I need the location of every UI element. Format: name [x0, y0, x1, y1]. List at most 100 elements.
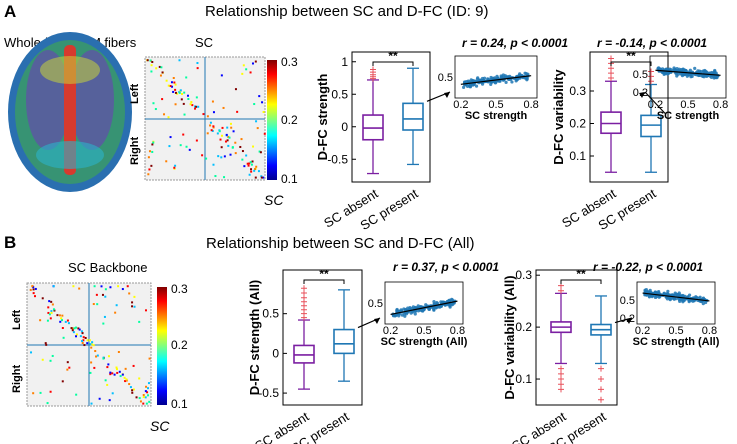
- matrix-cell: [60, 317, 63, 320]
- box-sc-present: [590, 295, 612, 403]
- matrix-cell: [255, 120, 258, 123]
- matrix-cell: [250, 163, 253, 166]
- inset-point: [400, 313, 404, 317]
- correlation-stats: r = 0.37, p < 0.0001: [393, 260, 499, 274]
- matrix-cell: [229, 153, 232, 156]
- matrix-cell: [61, 380, 64, 383]
- matrix-cell: [236, 110, 239, 113]
- matrix-cell: [183, 113, 186, 116]
- matrix-cell: [253, 169, 256, 172]
- matrix-cell: [142, 394, 145, 397]
- inset-point: [679, 72, 683, 76]
- inset-point: [674, 292, 678, 296]
- matrix-cell: [144, 396, 147, 399]
- plot-frame: [282, 269, 363, 406]
- matrix-cell: [169, 136, 172, 139]
- matrix-cell: [242, 64, 245, 67]
- matrix-cell: [179, 144, 182, 147]
- matrix-cell: [210, 129, 213, 132]
- matrix-cell: [75, 326, 78, 329]
- inset-frame: [636, 281, 716, 325]
- significance-stars: **: [576, 267, 586, 281]
- matrix-cell: [181, 92, 184, 95]
- matrix-cell: [83, 344, 86, 347]
- matrix-cell: [234, 88, 237, 91]
- y-axis-label: D-FC strength (All): [247, 280, 262, 396]
- matrix-cell: [34, 287, 37, 290]
- matrix-cell: [218, 130, 221, 133]
- matrix-cell: [186, 94, 189, 97]
- matrix-cell: [89, 371, 92, 374]
- matrix-cell: [224, 140, 227, 143]
- matrix-cell: [245, 154, 248, 157]
- matrix-cell: [221, 126, 224, 129]
- matrix-cell: [178, 59, 181, 62]
- matrix-cell: [151, 61, 154, 64]
- matrix-b-right-label: Right: [11, 365, 23, 393]
- plot-frame: [535, 269, 618, 406]
- matrix-cell: [111, 392, 114, 395]
- matrix-cell: [254, 60, 257, 63]
- matrix-cell: [90, 402, 93, 405]
- significance-stars: **: [388, 49, 398, 63]
- matrix-cell: [259, 151, 262, 154]
- matrix-cell: [229, 122, 232, 125]
- matrix-cell: [247, 164, 250, 167]
- matrix-cell: [191, 104, 194, 107]
- inset-point: [432, 299, 436, 304]
- matrix-cell: [202, 113, 205, 116]
- matrix-cell: [209, 124, 212, 127]
- matrix-cell: [71, 329, 74, 332]
- matrix-cell: [223, 176, 226, 179]
- matrix-cell: [39, 391, 42, 394]
- matrix-a-cells: [146, 59, 266, 179]
- matrix-cell: [92, 344, 95, 347]
- inset-point: [420, 309, 424, 313]
- matrix-cell: [132, 388, 135, 391]
- matrix-cell: [92, 303, 95, 306]
- matrix-cell: [246, 162, 249, 165]
- inset-point: [404, 312, 409, 316]
- matrix-cell: [142, 402, 145, 405]
- outlier: [598, 376, 604, 383]
- matrix-cell: [250, 170, 253, 173]
- inset-point: [693, 66, 697, 70]
- matrix-cell: [147, 173, 150, 176]
- matrix-cell: [212, 111, 215, 114]
- matrix-cell: [109, 286, 112, 289]
- inset-point: [462, 85, 466, 90]
- matrix-cell: [58, 314, 61, 317]
- inset-x-tick: 0.8: [523, 99, 538, 111]
- box-iqr: [600, 111, 622, 135]
- matrix-cell: [250, 168, 253, 171]
- matrix-cell: [150, 64, 153, 67]
- matrix-cell: [196, 62, 199, 65]
- matrix-cell: [52, 285, 55, 288]
- inset-y-tick: 0.5: [633, 69, 648, 81]
- box-sc-absent: [600, 55, 622, 173]
- matrix-cell: [104, 288, 107, 291]
- matrix-cell: [151, 150, 154, 153]
- inset-x-label: SC strength: [465, 110, 528, 122]
- panel-b-title: Relationship between SC and D-FC (All): [206, 235, 474, 252]
- inset-point: [516, 77, 520, 81]
- matrix-cell: [225, 133, 228, 136]
- outlier: [598, 396, 604, 403]
- matrix-cell: [96, 303, 99, 306]
- inset-frame: [649, 55, 727, 99]
- matrix-cell: [240, 138, 243, 141]
- matrix-cell: [144, 390, 147, 393]
- matrix-cell: [104, 295, 107, 298]
- matrix-cell: [125, 379, 128, 382]
- matrix-cell: [168, 145, 171, 148]
- inset-point: [424, 303, 428, 307]
- matrix-cell: [144, 309, 147, 312]
- matrix-cell: [182, 102, 185, 105]
- matrix-cell: [142, 395, 145, 398]
- matrix-cell: [173, 81, 176, 84]
- matrix-b-left-label: Left: [11, 310, 23, 331]
- matrix-cell: [77, 327, 80, 330]
- box-sc-present: [333, 289, 355, 382]
- inset-point: [644, 288, 648, 292]
- matrix-cell: [257, 170, 260, 173]
